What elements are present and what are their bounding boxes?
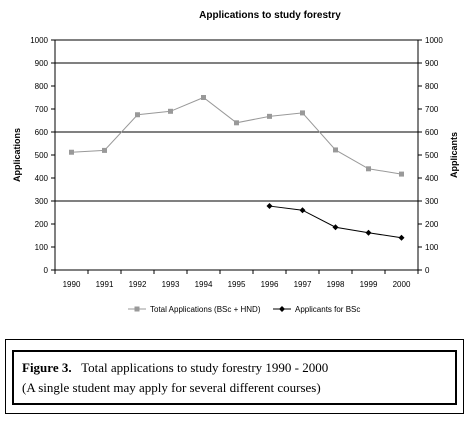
x-tick-label: 1999 xyxy=(360,280,378,289)
y-axis-right: 0 100 200 300 400 500 600 700 800 900 1000 xyxy=(418,36,443,275)
x-tick-label: 1991 xyxy=(96,280,114,289)
y-tick-label-left: 800 xyxy=(35,82,49,91)
y-tick-label-right: 800 xyxy=(425,82,439,91)
data-point xyxy=(332,224,339,231)
figure-label: Figure 3. xyxy=(22,360,72,375)
figure-title: Total applications to study forestry 199… xyxy=(81,360,329,375)
data-point xyxy=(69,149,74,155)
caption-note: (A single student may apply for several … xyxy=(22,380,321,395)
y-tick-label-left: 400 xyxy=(35,174,49,183)
legend: Total Applications (BSc + HND) Applicant… xyxy=(128,305,360,314)
series-bsc-applicants xyxy=(266,203,405,241)
data-point xyxy=(399,171,404,177)
x-tick-label: 1996 xyxy=(261,280,279,289)
y-tick-label-left: 200 xyxy=(35,220,49,229)
legend-marker-total xyxy=(134,306,140,312)
y-tick-label-left: 0 xyxy=(44,266,49,275)
line-chart: Applications to study forestry 0 100 200 30… xyxy=(12,10,459,314)
caption-box: Figure 3. Total applications to study fo… xyxy=(12,350,457,405)
data-point xyxy=(201,95,206,100)
chart-title: Applications to study forestry xyxy=(199,10,341,21)
y-tick-label-left: 100 xyxy=(35,243,49,252)
data-point xyxy=(300,110,305,116)
y-tick-label-right: 1000 xyxy=(425,36,443,45)
x-tick-label: 1998 xyxy=(327,280,345,289)
y-tick-label-right: 300 xyxy=(425,197,439,206)
x-tick-label: 1993 xyxy=(162,280,180,289)
grid-lines xyxy=(55,62,418,202)
y-tick-label-right: 900 xyxy=(425,59,439,68)
x-tick-label: 1997 xyxy=(294,280,312,289)
legend-label-bsc: Applicants for BSc xyxy=(295,305,360,314)
y-tick-label-right: 0 xyxy=(425,266,430,275)
series-total-applications xyxy=(69,95,404,177)
y-tick-label-right: 100 xyxy=(425,243,439,252)
caption-box-outer: Figure 3. Total applications to study fo… xyxy=(5,339,464,414)
data-point xyxy=(267,113,272,119)
data-point xyxy=(398,234,405,241)
x-axis: 1990 1991 1992 1993 1994 1995 1996 1997 1998 1999… xyxy=(54,270,419,289)
y-tick-label-right: 500 xyxy=(425,151,439,160)
y-axis-left: 0 100 200 300 400 500 600 700 800 900 1000 xyxy=(30,36,55,275)
x-tick-label: 1990 xyxy=(63,280,81,289)
data-point xyxy=(366,166,371,172)
y-tick-label-right: 200 xyxy=(425,220,439,229)
y-tick-label-left: 1000 xyxy=(30,36,48,45)
y-tick-label-left: 500 xyxy=(35,151,49,160)
data-point xyxy=(234,120,239,126)
y-tick-label-left: 300 xyxy=(35,197,49,206)
data-point xyxy=(102,147,107,153)
legend-marker-bsc xyxy=(279,306,285,312)
y-axis-label-left: Applications xyxy=(12,128,22,182)
data-point xyxy=(168,108,173,114)
data-point xyxy=(135,112,140,118)
data-point xyxy=(266,203,273,210)
y-tick-label-left: 600 xyxy=(35,128,49,137)
x-tick-label: 1995 xyxy=(228,280,246,289)
y-tick-label-left: 700 xyxy=(35,105,49,114)
y-tick-label-right: 600 xyxy=(425,128,439,137)
data-point xyxy=(333,147,338,153)
x-tick-label: 1994 xyxy=(195,280,213,289)
series-layer xyxy=(69,95,405,241)
y-tick-label-right: 400 xyxy=(425,174,439,183)
x-tick-label: 1992 xyxy=(129,280,147,289)
x-tick-label: 2000 xyxy=(393,280,411,289)
y-tick-label-right: 700 xyxy=(425,105,439,114)
y-axis-label-right: Applicants xyxy=(449,132,459,178)
caption-line-1: Figure 3. Total applications to study fo… xyxy=(22,358,455,378)
data-point xyxy=(299,207,306,214)
legend-label-total: Total Applications (BSc + HND) xyxy=(150,305,261,314)
data-point xyxy=(365,229,372,236)
y-tick-label-left: 900 xyxy=(35,59,49,68)
